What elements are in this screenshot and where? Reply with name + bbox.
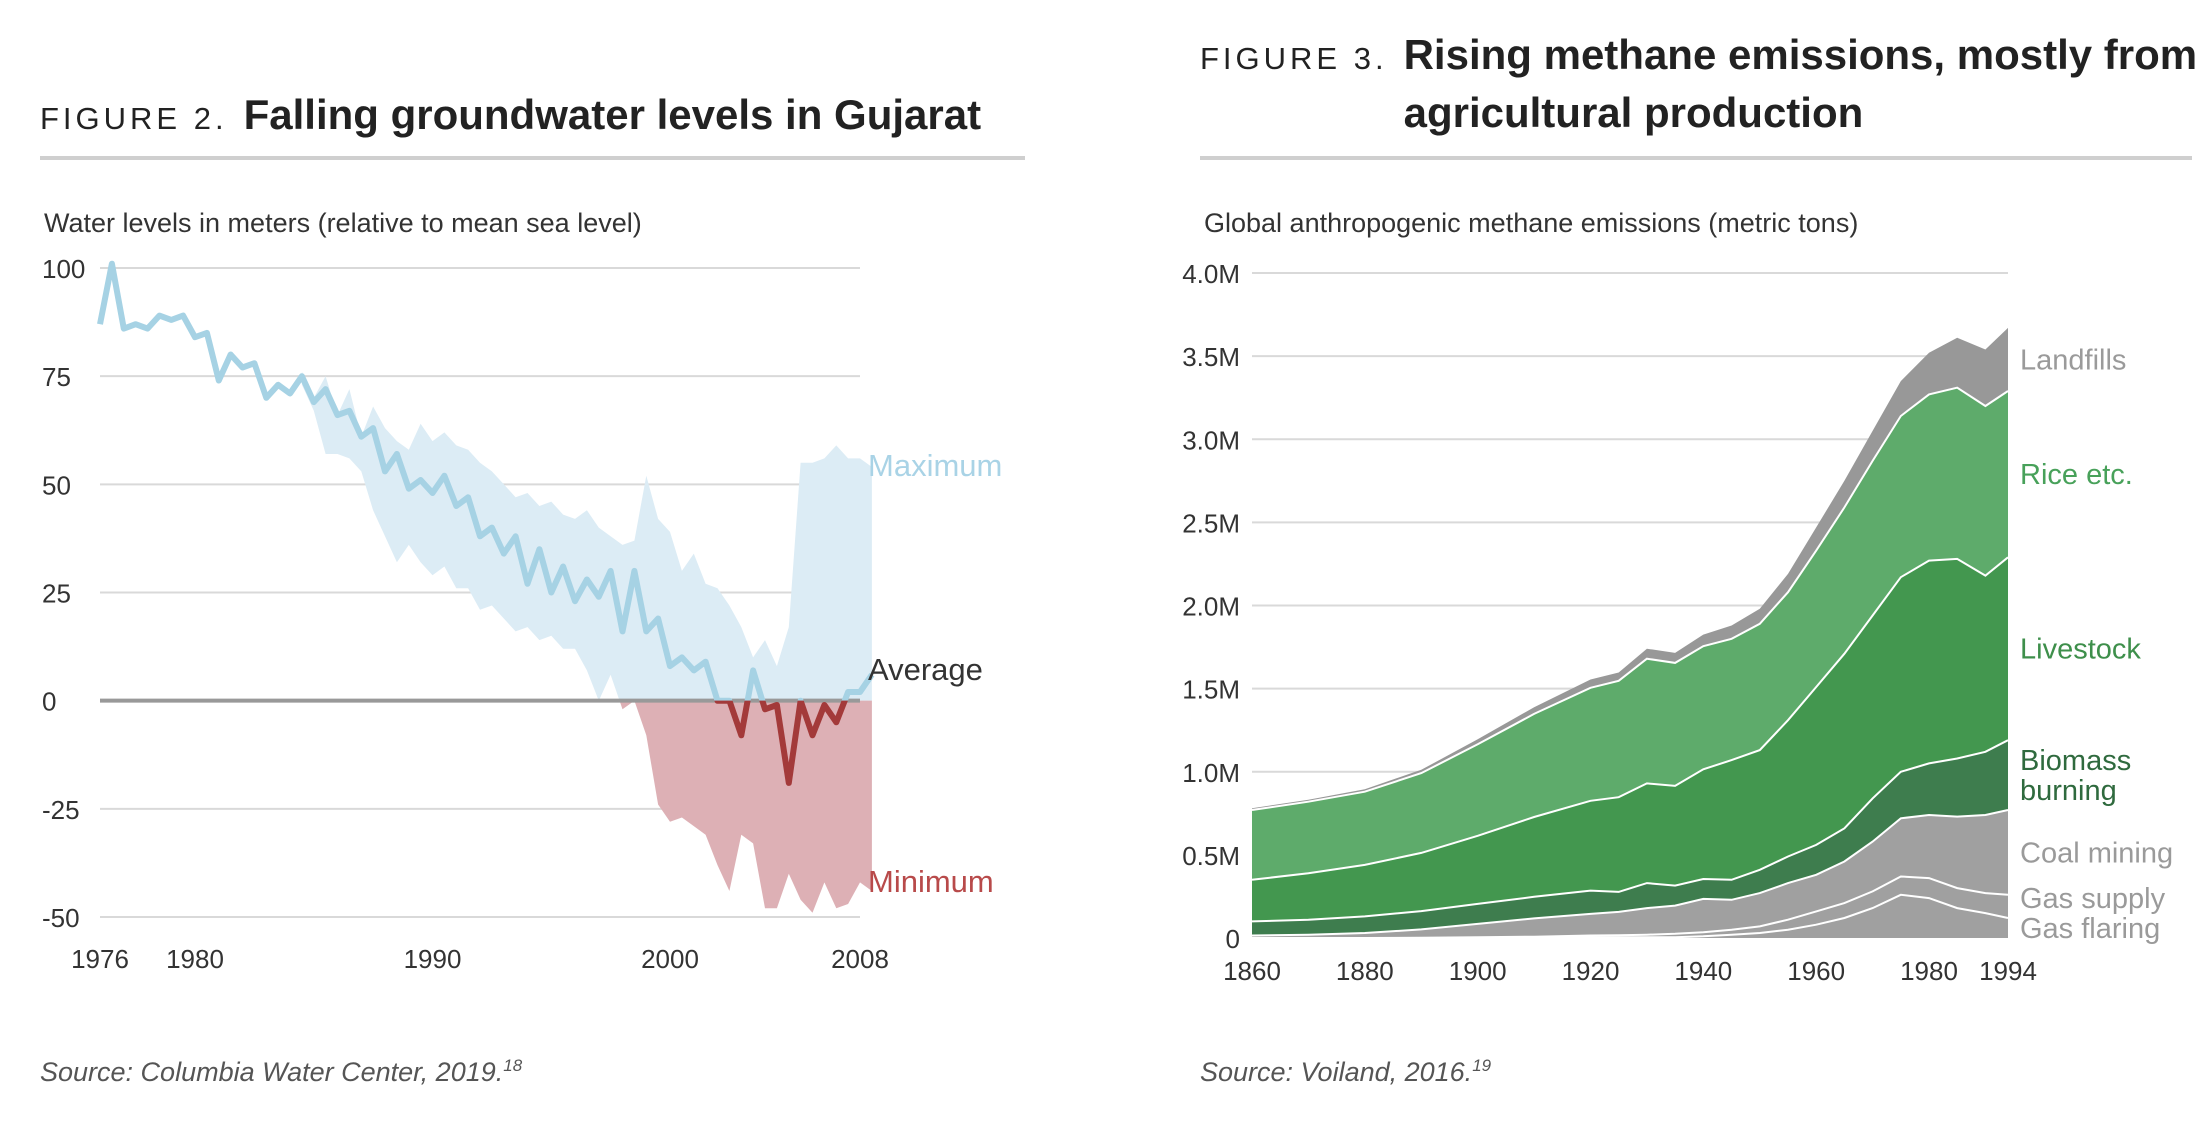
figure-2-panel: FIGURE 2. Falling groundwater levels in … [40,86,1025,1088]
x-tick-label: 1920 [1562,956,1620,986]
layer-boundary [1251,556,2009,881]
layer-boundary [1252,875,2009,939]
x-tick-label: 1880 [1336,956,1394,986]
area-coal-mining [1252,810,2008,938]
y-tick-label: 3.0M [1182,425,1240,455]
y-tick-label: 0 [1226,924,1240,954]
figure-2-source-ref: 18 [503,1056,523,1075]
x-tick-label: 2008 [831,944,889,974]
y-tick-label: 0 [42,687,56,717]
figure-3-rule [1200,156,2192,160]
layer-boundary [1251,809,2009,937]
average-line-below [714,700,848,786]
figure-2-source: Source: Columbia Water Center, 2019.18 [40,1056,522,1088]
range-band-above [301,371,872,701]
figure-2-title: Falling groundwater levels in Gujarat [243,91,982,138]
x-tick-label: 1980 [166,944,224,974]
figure-3-source: Source: Voiland, 2016.19 [1200,1056,1491,1088]
y-tick-label: 4.0M [1182,259,1240,289]
series-label: Gas supply [2020,883,2166,915]
maximum-label: Maximum [868,448,1002,483]
x-tick-label: 1940 [1674,956,1732,986]
series-label: Gas flaring [2020,913,2160,945]
x-tick-label: 1900 [1449,956,1507,986]
figure-2-rule [40,156,1025,160]
y-tick-label: 3.5M [1182,342,1240,372]
figure-2-source-text: Source: Columbia Water Center, 2019. [40,1057,504,1087]
area-gas-flaring [1252,894,2008,938]
series-label: Landfills [2020,344,2126,376]
figure-3-title: Rising methane emissions, mostly from ag… [1403,31,2198,136]
y-tick-label: -50 [42,903,80,933]
x-tick-label: 2000 [641,944,699,974]
figure-3-panel: FIGURE 3. Rising methane emissions, most… [1160,0,2200,1125]
x-tick-label: 1994 [1979,956,2037,986]
x-tick-label: 1980 [1900,956,1958,986]
figure-3-unit-label: Global anthropogenic methane emissions (… [1204,208,1859,238]
series-label: Rice etc. [2020,459,2133,491]
area-gas-supply [1252,876,2008,938]
average-line-above [97,260,875,701]
layer-boundary [1251,739,2009,923]
figure-2-unit-label: Water levels in meters (relative to mean… [44,208,642,238]
x-tick-label: 1960 [1787,956,1845,986]
figure-2-header: FIGURE 2. Falling groundwater levels in … [40,86,981,144]
area-landfills [1252,327,2008,810]
series-label: Biomass [2020,745,2131,777]
x-tick-label: 1860 [1223,956,1281,986]
y-tick-label: 2.5M [1182,508,1240,538]
figure-3-header: FIGURE 3. Rising methane emissions, most… [1200,26,2200,142]
y-tick-label: 2.0M [1182,592,1240,622]
x-tick-label: 1976 [71,944,129,974]
series-label: burning [2020,775,2117,807]
y-tick-label: 0.5M [1182,841,1240,871]
area-livestock [1252,557,2008,922]
y-tick-label: 75 [42,362,71,392]
x-tick-label: 1990 [404,944,462,974]
layer-boundary [1251,386,2009,811]
figure-3-label: FIGURE 3. [1200,41,1388,76]
area-biomass-burning [1252,740,2008,936]
series-label: Livestock [2020,634,2141,666]
y-tick-label: 50 [42,470,71,500]
range-band-below [598,700,872,913]
y-tick-label: 1.0M [1182,758,1240,788]
figure-3-source-ref: 19 [1472,1056,1492,1075]
groundwater-chart: 100 75 50 25 0 -25 -50 1976 1980 1990 2000 2008 Maxi… [42,254,1002,974]
average-label: Average [868,652,983,687]
figure-2-label: FIGURE 2. [40,101,228,136]
y-tick-label: 100 [42,254,85,284]
figure-3-source-text: Source: Voiland, 2016. [1200,1057,1473,1087]
y-tick-label: 25 [42,579,71,609]
y-tick-label: -25 [42,795,80,825]
area-rice-etc [1252,387,2008,880]
series-label: Coal mining [2020,837,2173,869]
y-tick-label: 1.5M [1182,675,1240,705]
minimum-label: Minimum [868,864,994,899]
